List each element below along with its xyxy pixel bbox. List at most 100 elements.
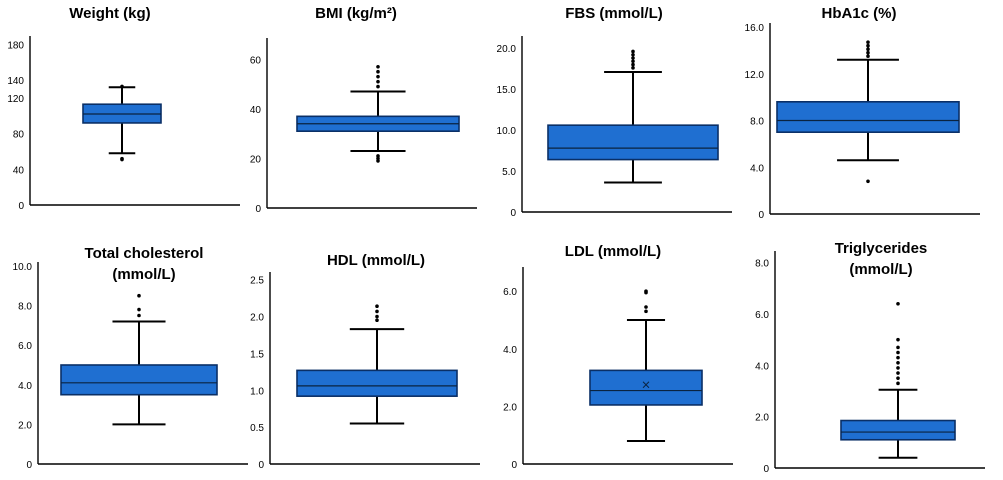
outlier-point: [644, 305, 648, 309]
panel-title: BMI (kg/m²): [315, 5, 397, 22]
outlier-point: [866, 54, 870, 59]
outlier-point: [631, 66, 635, 70]
panel-title: LDL (mmol/L): [565, 243, 661, 260]
y-tick-label: 1.5: [250, 349, 264, 360]
outlier-point: [376, 159, 380, 163]
outlier-point: [376, 74, 380, 79]
outlier-point: [137, 313, 141, 318]
y-tick-label: 180: [7, 40, 24, 51]
y-tick-label: 0: [255, 204, 261, 215]
outlier-point: [137, 307, 141, 312]
y-tick-label: 10.0: [497, 126, 517, 137]
iqr-box: [840, 419, 956, 441]
y-tick-label: 0: [758, 210, 764, 221]
outlier-point: [896, 337, 900, 342]
outlier-point: [375, 318, 379, 323]
outlier-point: [896, 371, 900, 375]
outlier-point: [896, 355, 900, 360]
outlier-point: [376, 84, 380, 89]
outlier-point: [376, 69, 380, 74]
outlier-point: [376, 154, 380, 158]
outlier-point: [375, 309, 379, 314]
y-tick-label: 2.0: [755, 413, 769, 424]
outlier-point: [631, 59, 635, 64]
y-tick-label: 0: [18, 201, 24, 212]
y-tick-label: 0: [511, 460, 517, 471]
y-tick-label: 15.0: [497, 85, 517, 96]
y-tick-label: 10.0: [13, 262, 33, 273]
outlier-point: [120, 156, 124, 161]
y-tick-label: 40: [250, 105, 262, 116]
iqr-box: [296, 369, 458, 397]
y-tick-label: 0.5: [250, 423, 264, 434]
y-tick-label: 16.0: [745, 23, 765, 34]
outlier-point: [896, 381, 900, 386]
y-tick-label: 6.0: [755, 310, 769, 321]
y-tick-label: 4.0: [750, 163, 764, 174]
y-tick-label: 4.0: [503, 345, 517, 356]
outlier-point: [631, 56, 635, 60]
boxplot-panel: Weight (kg) 0 40 80 120 140 180: [7, 5, 240, 212]
boxplot-panel: HbA1c (%) 0 4.0 8.0 12.0 16.0: [745, 5, 980, 221]
outlier-point: [896, 345, 900, 350]
outlier-point: [896, 366, 900, 370]
y-tick-label: 20: [250, 154, 262, 165]
panel-title: Weight (kg): [69, 5, 150, 22]
y-tick-label: 8.0: [755, 259, 769, 270]
y-tick-label: 8.0: [750, 117, 764, 128]
y-tick-label: 140: [7, 76, 24, 87]
outlier-point: [866, 40, 870, 44]
boxplot-panel: BMI (kg/m²) 0 20 40 60: [250, 5, 477, 215]
y-tick-label: 2.0: [250, 313, 264, 324]
mean-marker: [642, 381, 650, 389]
outlier-point: [375, 314, 379, 319]
outlier-point: [375, 304, 379, 309]
y-tick-label: 4.0: [18, 381, 32, 392]
y-tick-label: 0: [258, 460, 264, 471]
y-tick-label: 2.0: [503, 402, 517, 413]
panel-title: HDL (mmol/L): [327, 252, 425, 269]
y-tick-label: 80: [13, 130, 25, 141]
y-tick-label: 8.0: [18, 302, 32, 313]
outlier-point: [137, 293, 141, 298]
y-tick-label: 6.0: [503, 287, 517, 298]
boxplot-panel: LDL (mmol/L) 0 2.0 4.0 6.0: [503, 243, 733, 471]
y-tick-label: 20.0: [497, 44, 517, 55]
y-tick-label: 6.0: [18, 341, 32, 352]
outlier-point: [631, 52, 635, 57]
outlier-point: [644, 289, 648, 293]
outlier-point: [631, 49, 635, 54]
outlier-point: [866, 43, 870, 48]
y-tick-label: 1.0: [250, 386, 264, 397]
outlier-point: [866, 179, 870, 184]
iqr-box: [589, 369, 703, 406]
y-tick-label: 120: [7, 94, 24, 105]
boxplot-panel: Triglycerides (mmol/L) 0 2.0 4.0 6.0 8.0: [755, 240, 985, 475]
boxplot-panel: Total cholesterol (mmol/L) 0 2.0 4.0 6.0 8.0 10…: [13, 245, 248, 471]
outlier-point: [896, 376, 900, 380]
y-tick-label: 12.0: [745, 70, 765, 81]
outlier-point: [866, 50, 870, 55]
panel-title: FBS (mmol/L): [565, 5, 663, 22]
outlier-point: [896, 360, 900, 365]
panel-title: (mmol/L): [112, 266, 175, 283]
iqr-box: [60, 364, 218, 396]
outlier-point: [866, 47, 870, 52]
y-tick-label: 2.0: [18, 420, 32, 431]
outlier-point: [631, 62, 635, 67]
panel-title: Total cholesterol: [85, 245, 204, 262]
y-tick-label: 60: [250, 55, 262, 66]
boxplot-panel: HDL (mmol/L) 0 0.5 1.0 1.5 2.0 2.5: [250, 252, 480, 471]
outlier-point: [376, 79, 380, 84]
outlier-point: [896, 301, 900, 306]
outlier-point: [376, 64, 380, 69]
panel-title: HbA1c (%): [821, 5, 896, 22]
panel-title: Triglycerides: [835, 240, 928, 257]
outlier-point: [120, 84, 124, 89]
iqr-box: [547, 124, 719, 161]
outlier-point: [644, 309, 648, 314]
y-tick-label: 40: [13, 165, 25, 176]
y-tick-label: 2.5: [250, 276, 264, 287]
boxplot-panel: FBS (mmol/L) 0 5.0 10.0 15.0 20.0: [497, 5, 732, 219]
